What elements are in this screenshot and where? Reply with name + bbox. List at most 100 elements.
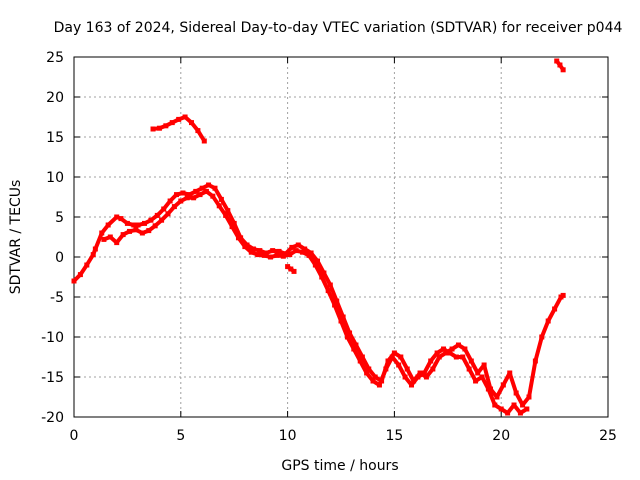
data-point [560,292,566,298]
data-point [188,120,194,126]
data-point [334,298,340,304]
data-point [135,222,141,228]
data-point [195,128,201,134]
data-point [532,358,538,364]
data-point [248,249,254,255]
data-point [193,188,199,194]
y-tick-label: 20 [46,90,64,106]
data-point [71,278,77,284]
x-axis-label: GPS time / hours [281,458,398,474]
data-point [302,246,308,252]
data-point [517,410,523,416]
data-point [357,358,363,364]
data-point [191,195,197,201]
data-point [101,236,107,242]
y-tick-label: 10 [46,170,64,186]
y-tick-label: -15 [41,370,64,386]
data-point [114,240,120,246]
data-point [197,192,203,198]
data-point [171,204,177,210]
data-point [152,223,158,229]
data-point [481,362,487,368]
y-axis-label: SDTVAR / TECUs [8,180,24,295]
data-point [507,370,513,376]
data-point [92,246,98,252]
data-point [218,196,224,202]
series-3 [554,58,566,73]
data-point [186,192,192,198]
data-point [383,366,389,372]
data-point [184,195,190,201]
data-point [511,402,517,408]
data-point [423,374,429,380]
data-point [250,246,256,252]
data-point [338,318,344,324]
data-point [466,366,472,372]
data-point [114,214,120,220]
data-point [306,252,312,258]
series-2 [150,114,207,144]
data-point [285,264,291,270]
data-point [319,274,325,280]
data-point [216,203,222,209]
data-point [396,362,402,368]
data-point [545,318,551,324]
data-point [242,244,248,250]
data-point [485,386,491,392]
data-point [131,222,137,228]
data-point [539,334,545,340]
x-tick-label: 5 [176,428,185,444]
data-point [300,249,306,255]
data-point [199,185,205,191]
data-point [146,228,152,234]
data-point [557,62,563,68]
data-point [150,126,156,132]
data-point [402,374,408,380]
data-point [434,350,440,356]
data-point [460,354,466,360]
data-point [154,212,160,218]
series-0 [71,182,566,408]
data-point [513,390,519,396]
data-point [231,220,237,226]
data-point [229,224,235,230]
data-point [389,354,395,360]
data-point [447,350,453,356]
data-point [417,370,423,376]
data-point [289,244,295,250]
data-point [453,354,459,360]
data-point [84,262,90,268]
data-point [182,114,188,120]
data-point [312,262,318,268]
data-point [90,252,96,258]
data-point [107,234,113,240]
data-point [210,193,216,199]
plot-frame [73,56,609,418]
grid-lines [74,57,608,417]
data-point [468,358,474,364]
data-point [391,350,397,356]
data-point [203,188,209,194]
data-point [370,378,376,384]
data-point [293,248,299,254]
data-point [291,268,297,274]
data-point [163,123,169,129]
data-point [280,253,286,259]
y-tick-label: -10 [41,330,64,346]
x-tick-label: 20 [492,428,510,444]
data-point [99,230,105,236]
data-point [274,252,280,258]
data-point [340,314,346,320]
data-point [359,354,365,360]
data-point [473,378,479,384]
data-point [366,366,372,372]
data-point [462,346,468,352]
data-point [347,330,353,336]
chart-title: Day 163 of 2024, Sidereal Day-to-day VTE… [54,20,623,36]
data-point [443,350,449,356]
data-point [441,346,447,352]
data-point [261,252,267,258]
series-4 [285,264,297,274]
y-tick-label: 15 [46,130,64,146]
